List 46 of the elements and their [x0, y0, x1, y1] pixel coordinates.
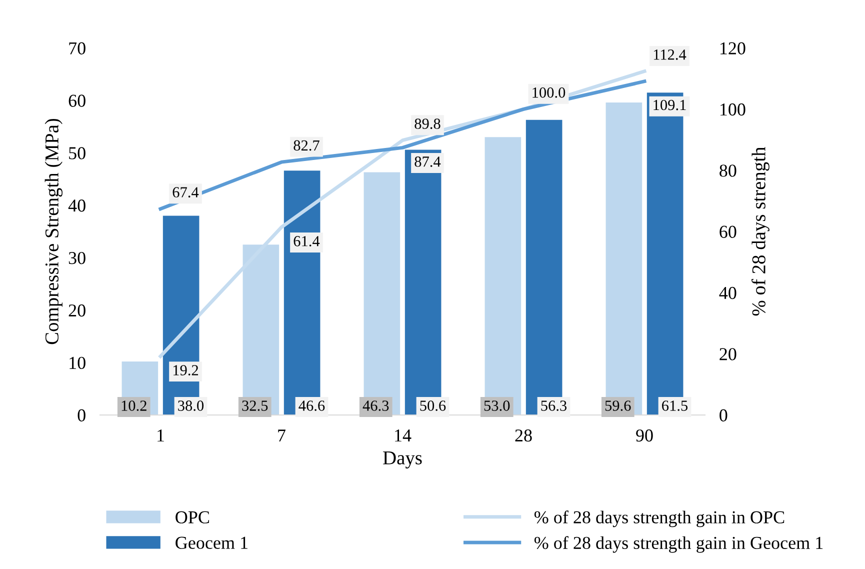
- data-label: 109.1: [654, 100, 686, 110]
- data-label: 56.3: [541, 400, 567, 411]
- x-tick-label: 90: [636, 429, 653, 442]
- data-label: 10.2: [122, 400, 146, 411]
- x-axis-title: Days: [383, 452, 422, 468]
- y-tick-label: 60: [68, 94, 86, 107]
- data-label: 112.4: [654, 50, 686, 60]
- data-label: 32.5: [242, 400, 268, 411]
- y-tick-label: 0: [78, 409, 86, 422]
- data-label: 46.3: [362, 400, 389, 411]
- data-label: 59.6: [605, 400, 631, 411]
- data-label: 100.0: [532, 87, 566, 98]
- data-label: 53.0: [484, 400, 510, 411]
- y-tick-label: 10: [70, 356, 86, 370]
- legend-label: Geocem 1: [176, 536, 248, 549]
- data-label: 50.6: [420, 400, 446, 411]
- data-label: 89.8: [414, 118, 440, 129]
- y2-tick-label: 60: [720, 226, 736, 238]
- y-tick-label: 70: [69, 42, 86, 54]
- data-label: 46.6: [298, 400, 325, 411]
- x-tick-label: 1: [158, 430, 164, 442]
- data-label: 19.2: [173, 365, 198, 376]
- y2-tick-label: 0: [720, 409, 728, 422]
- y-tick-label: 50: [69, 147, 86, 160]
- y-tick-label: 30: [68, 252, 86, 264]
- data-label: 87.4: [414, 156, 441, 167]
- legend-label: % of 28 days strength gain in OPC: [534, 510, 784, 528]
- y2-tick-label: 100: [720, 103, 746, 116]
- x-tick-label: 14: [395, 430, 412, 442]
- data-label: 82.7: [294, 140, 320, 151]
- y2-tick-label: 40: [719, 286, 736, 300]
- data-label: 67.4: [172, 187, 199, 198]
- legend-label: OPC: [176, 511, 209, 524]
- x-tick-label: 28: [515, 429, 532, 442]
- y2-tick-label: 20: [720, 348, 736, 360]
- x-tick-label: 7: [278, 430, 286, 442]
- y-axis-title: Compressive Strength (MPa): [44, 118, 62, 344]
- y2-tick-label: 120: [720, 42, 746, 54]
- y-tick-label: 40: [68, 200, 86, 212]
- data-label: 61.4: [294, 236, 320, 246]
- y-tick-label: 20: [68, 304, 86, 317]
- legend-label: % of 28 days strength gain in Geocem 1: [534, 536, 823, 553]
- y2-tick-label: 80: [720, 164, 736, 177]
- y2-axis-title: % of 28 days strength: [752, 146, 770, 316]
- data-label: 38.0: [178, 400, 204, 411]
- data-label: 61.5: [662, 400, 688, 411]
